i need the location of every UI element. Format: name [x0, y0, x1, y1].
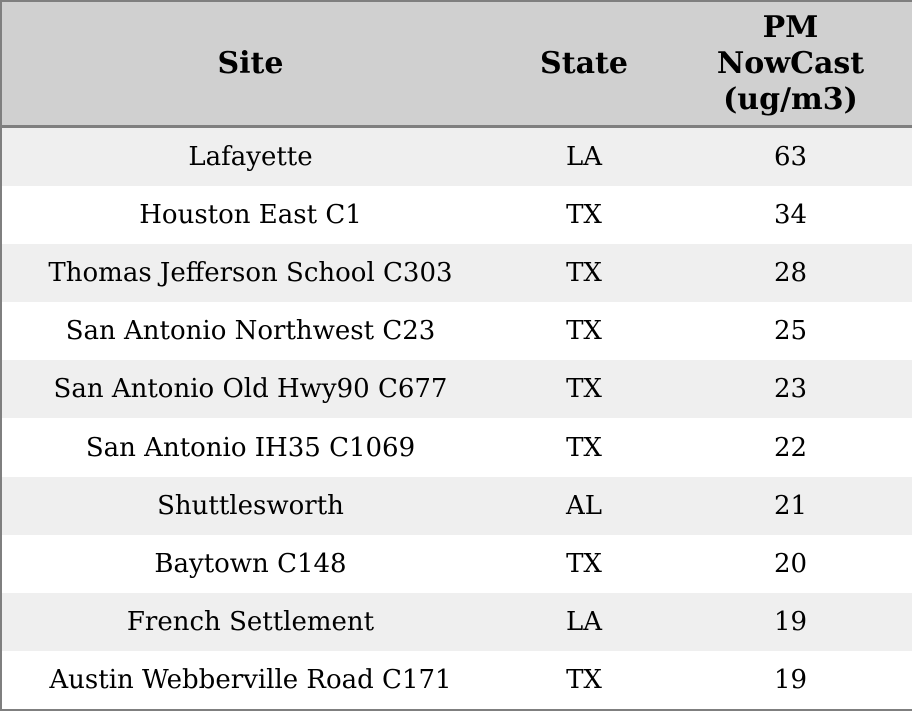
- table-row: Baytown C148 TX 20: [1, 534, 912, 593]
- column-header-state: State: [499, 1, 669, 128]
- column-header-site: Site: [1, 1, 499, 128]
- table-row: San Antonio Northwest C23 TX 25: [1, 302, 912, 361]
- value-cell: 20: [773, 548, 808, 579]
- site-cell: Thomas Jefferson School C303: [48, 258, 453, 289]
- state-cell: TX: [566, 548, 602, 579]
- table-row: Houston East C1 TX 34: [1, 186, 912, 245]
- column-header-pm-nowcast-label: PM NowCast (ug/m3): [716, 9, 865, 117]
- table-row: San Antonio IH35 C1069 TX 22: [1, 418, 912, 477]
- value-cell: 19: [773, 664, 808, 695]
- state-cell: TX: [566, 374, 602, 405]
- site-cell: Austin Webberville Road C171: [49, 664, 452, 695]
- site-cell: San Antonio Old Hwy90 C677: [53, 374, 448, 405]
- value-cell: 63: [773, 142, 808, 173]
- value-cell: 23: [773, 374, 808, 405]
- value-cell: 19: [773, 606, 808, 637]
- site-cell: French Settlement: [126, 606, 375, 637]
- site-cell: Lafayette: [188, 142, 313, 173]
- value-cell: 21: [773, 490, 808, 521]
- site-cell: San Antonio IH35 C1069: [85, 432, 416, 463]
- table-row: Lafayette LA 63: [1, 126, 912, 187]
- table-row: Shuttlesworth AL 21: [1, 476, 912, 535]
- value-cell: 25: [773, 316, 808, 347]
- value-cell: 34: [773, 200, 808, 231]
- state-cell: LA: [565, 606, 603, 637]
- column-header-pm-nowcast: PM NowCast (ug/m3): [669, 1, 912, 128]
- table-row: Thomas Jefferson School C303 TX 28: [1, 244, 912, 303]
- site-cell: Baytown C148: [154, 548, 347, 579]
- table-header: Site State PM NowCast (ug/m3): [1, 1, 912, 128]
- site-cell: Houston East C1: [139, 200, 362, 231]
- state-cell: TX: [566, 432, 602, 463]
- table-body: Lafayette LA 63 Houston East C1 TX 34 Th…: [1, 126, 912, 710]
- table-row: Austin Webberville Road C171 TX 19: [1, 650, 912, 710]
- table-header-row: Site State PM NowCast (ug/m3): [1, 1, 912, 128]
- state-cell: TX: [566, 316, 602, 347]
- site-cell: San Antonio Northwest C23: [65, 316, 436, 347]
- table-row: San Antonio Old Hwy90 C677 TX 23: [1, 360, 912, 419]
- value-cell: 28: [773, 258, 808, 289]
- state-cell: TX: [566, 664, 602, 695]
- site-cell: Shuttlesworth: [157, 490, 344, 521]
- state-cell: LA: [565, 142, 603, 173]
- state-cell: TX: [566, 258, 602, 289]
- state-cell: TX: [566, 200, 602, 231]
- state-cell: AL: [565, 490, 603, 521]
- table-row: French Settlement LA 19: [1, 592, 912, 651]
- value-cell: 22: [773, 432, 808, 463]
